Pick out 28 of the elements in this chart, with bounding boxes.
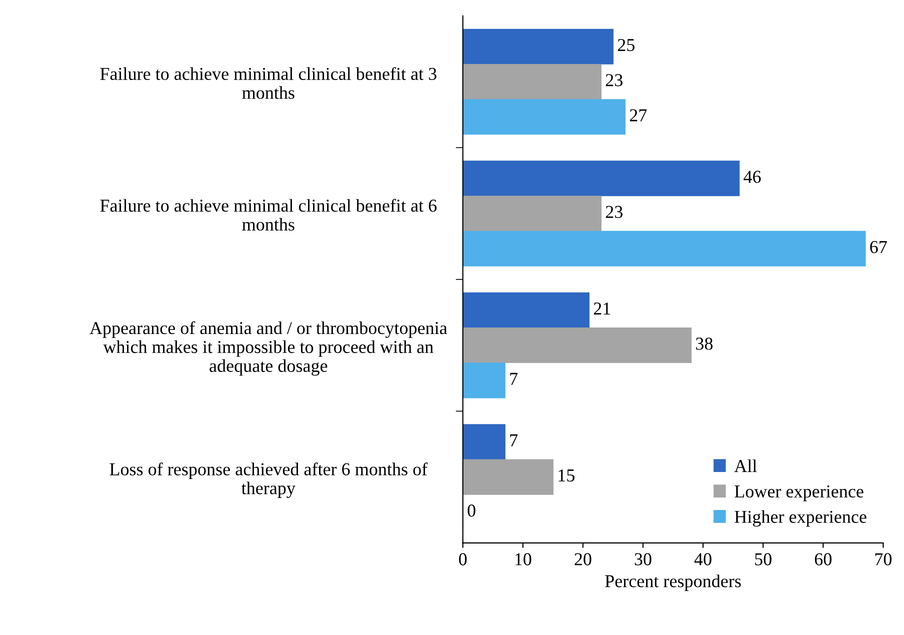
data-label: 46 (744, 170, 761, 183)
x-tick-label: 0 (459, 553, 467, 566)
legend-label: Higher experience (734, 510, 866, 527)
x-tick-label: 10 (515, 553, 532, 566)
y-tick-label: Loss of response achieved after 6 months of therapy (110, 462, 428, 498)
data-label: 15 (558, 469, 574, 482)
data-label: 21 (594, 302, 610, 314)
legend-label: Lower experience (734, 485, 864, 502)
legend-label: All (734, 459, 757, 472)
data-label: 27 (630, 109, 647, 122)
x-tick-label: 50 (755, 553, 772, 566)
data-label: 0 (468, 504, 476, 517)
x-tick-label: 40 (694, 553, 712, 566)
data-label: 23 (606, 74, 622, 86)
data-label: 67 (870, 241, 887, 254)
data-label: 23 (606, 206, 622, 218)
x-tick-label: 70 (875, 553, 892, 566)
x-axis-title: Percent responders (605, 574, 741, 591)
x-tick-label: 60 (814, 553, 832, 566)
data-label: 38 (696, 338, 713, 350)
data-label: 7 (510, 372, 518, 385)
y-tick-label: Appearance of anemia and / or thrombocytopenia which makes it impossible to proceed with an adequate dosage (90, 321, 448, 376)
data-label: 25 (618, 39, 634, 52)
data-label: 7 (510, 434, 518, 446)
y-tick-label: Failure to achieve minimal clinical benefit at 6 months (100, 198, 437, 231)
x-tick-label: 30 (634, 553, 652, 566)
x-tick-label: 20 (574, 553, 592, 566)
y-tick-label: Failure to achieve minimal clinical benefit at 3 months (100, 67, 436, 99)
